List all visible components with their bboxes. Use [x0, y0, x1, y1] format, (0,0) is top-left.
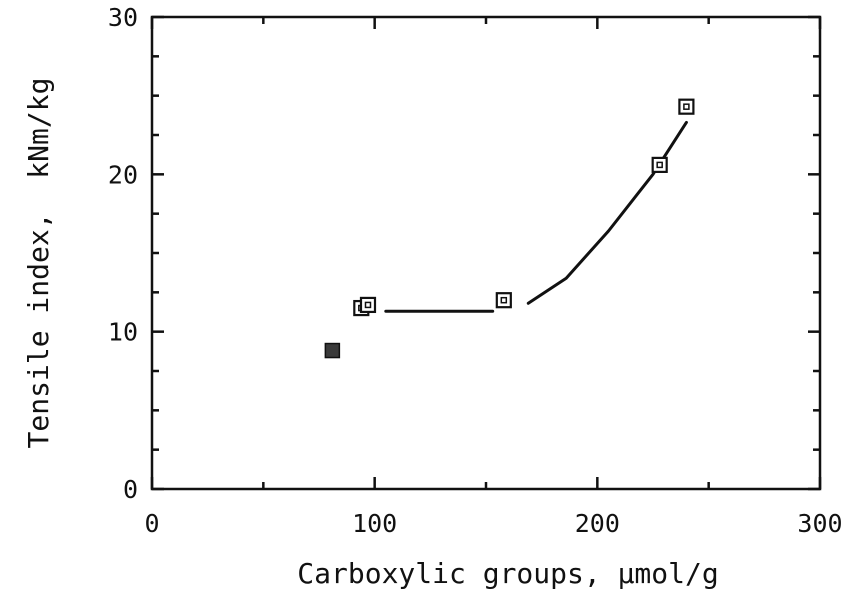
open-square-marker	[651, 156, 668, 173]
filled-square-marker	[324, 342, 341, 359]
x-tick-label: 100	[352, 509, 397, 538]
tick-labels: 0 100 200 300 0 10 20 30	[108, 3, 843, 538]
open-square-marker	[495, 292, 512, 309]
trend-lines	[384, 120, 688, 313]
y-tick-label: 30	[108, 3, 138, 32]
x-tick-label: 200	[575, 509, 620, 538]
trend-line	[526, 120, 688, 305]
open-square-marker	[359, 296, 377, 314]
data-points	[324, 98, 695, 359]
y-tick-label: 20	[108, 160, 138, 189]
plot-frame	[150, 15, 822, 491]
y-axis-title: Tensile index, kNm/kg	[22, 78, 55, 449]
y-tick-label: 0	[123, 475, 138, 504]
open-square-marker	[678, 98, 695, 115]
x-axis-title: Carboxylic groups, µmol/g	[297, 557, 718, 590]
x-tick-label: 300	[797, 509, 842, 538]
y-tick-label: 10	[108, 318, 138, 347]
axis-ticks	[150, 15, 822, 491]
x-tick-label: 0	[144, 509, 159, 538]
